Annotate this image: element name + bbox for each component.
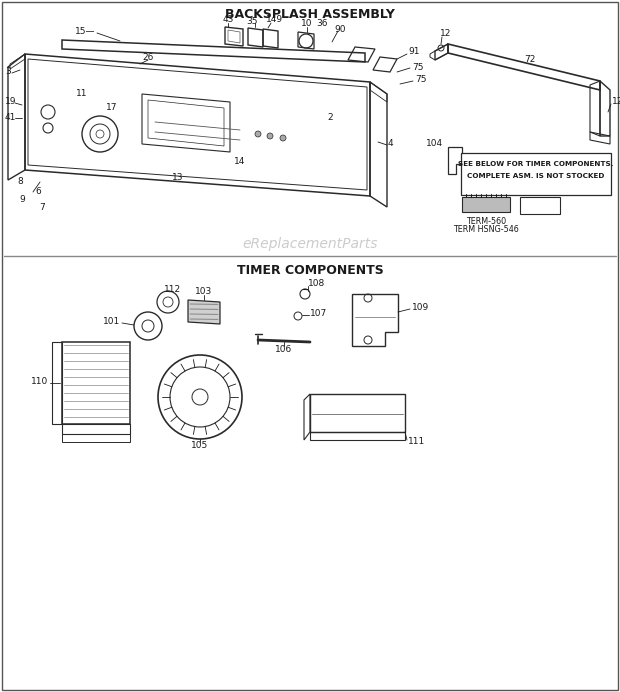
Text: 11: 11 — [76, 89, 88, 98]
Text: BACKSPLASH ASSEMBLY: BACKSPLASH ASSEMBLY — [225, 8, 395, 21]
Text: eReplacementParts: eReplacementParts — [242, 237, 378, 251]
Text: 13: 13 — [172, 172, 184, 181]
Text: 9: 9 — [19, 196, 25, 205]
Text: 112: 112 — [164, 284, 182, 293]
Circle shape — [267, 133, 273, 139]
Text: 19: 19 — [5, 98, 17, 107]
FancyBboxPatch shape — [461, 153, 611, 195]
Text: TIMER COMPONENTS: TIMER COMPONENTS — [237, 264, 383, 277]
Circle shape — [255, 131, 261, 137]
Text: COMPLETE ASM. IS NOT STOCKED: COMPLETE ASM. IS NOT STOCKED — [467, 173, 604, 179]
Text: 41: 41 — [5, 113, 16, 122]
Text: 72: 72 — [525, 55, 536, 64]
Text: 14: 14 — [234, 158, 246, 167]
Text: 75: 75 — [412, 62, 423, 71]
Bar — [62, 342, 130, 424]
Text: 107: 107 — [310, 309, 327, 318]
Text: 35: 35 — [246, 17, 258, 26]
Text: 90: 90 — [334, 24, 346, 33]
Text: 106: 106 — [275, 345, 293, 354]
Text: 149: 149 — [267, 15, 283, 24]
Text: 17: 17 — [106, 102, 118, 111]
Text: 104: 104 — [426, 140, 443, 149]
Text: 105: 105 — [192, 441, 208, 450]
Text: TERM-560: TERM-560 — [466, 217, 506, 226]
Text: 43: 43 — [223, 15, 234, 24]
Text: 75: 75 — [415, 75, 427, 84]
Circle shape — [280, 135, 286, 141]
Text: 2: 2 — [327, 113, 333, 122]
Text: 26: 26 — [143, 53, 154, 62]
Text: 15—: 15— — [74, 28, 95, 37]
Text: 10: 10 — [301, 19, 312, 28]
Text: 12: 12 — [612, 98, 620, 107]
Text: 108: 108 — [308, 280, 326, 289]
Bar — [52, 342, 62, 424]
Text: TERM HSNG-546: TERM HSNG-546 — [453, 226, 519, 235]
Text: 6: 6 — [35, 188, 41, 197]
Text: 103: 103 — [195, 287, 213, 296]
Text: 91: 91 — [408, 48, 420, 57]
Text: 4: 4 — [387, 140, 393, 149]
Text: 8: 8 — [17, 178, 23, 187]
Polygon shape — [462, 197, 510, 212]
Bar — [62, 424, 130, 434]
Text: 111: 111 — [408, 437, 425, 446]
Text: 109: 109 — [412, 302, 429, 311]
Text: SEE BELOW FOR TIMER COMPONENTS.: SEE BELOW FOR TIMER COMPONENTS. — [458, 161, 614, 167]
Text: 101: 101 — [103, 318, 120, 327]
Text: 12: 12 — [440, 30, 451, 39]
Text: 110: 110 — [31, 378, 48, 387]
Text: 36: 36 — [316, 19, 328, 28]
Polygon shape — [188, 300, 220, 324]
Text: 7: 7 — [39, 203, 45, 212]
Text: 3: 3 — [5, 68, 11, 77]
